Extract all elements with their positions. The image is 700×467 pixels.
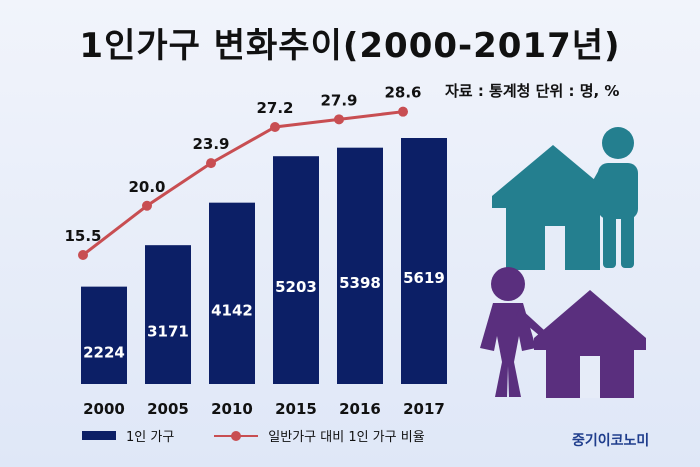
legend-item-bar: 1인 가구 — [82, 426, 174, 445]
bar-value-label: 4142 — [211, 301, 253, 319]
legend-label-line: 일반가구 대비 1인 가구 비율 — [268, 430, 425, 445]
ratio-value-label: 27.2 — [256, 99, 293, 117]
bar-value-label: 2224 — [83, 343, 125, 361]
bar-2010 — [209, 202, 255, 384]
ratio-point — [206, 158, 216, 169]
ratio-point — [334, 114, 344, 125]
source-unit-note: 자료 : 통계청 단위 : 명, % — [445, 82, 620, 100]
x-tick-label: 2017 — [403, 400, 445, 418]
x-tick-label: 2015 — [275, 400, 317, 418]
ratio-value-label: 15.5 — [64, 227, 101, 245]
brand-logo-text: 중기이코노미 — [572, 433, 650, 449]
x-tick-label: 2005 — [147, 400, 189, 418]
legend-item-line: 일반가구 대비 1인 가구 비율 — [214, 426, 425, 445]
house-icon — [534, 290, 646, 398]
legend-swatch-line — [214, 430, 259, 442]
ratio-point — [270, 122, 280, 133]
bar-2005 — [145, 245, 191, 384]
x-tick-label: 2016 — [339, 400, 381, 418]
person-icon — [582, 127, 638, 268]
legend-label-bar: 1인 가구 — [126, 430, 175, 445]
chart-title: 1인가구 변화추이(2000-2017년) — [79, 26, 621, 66]
ratio-value-label: 20.0 — [128, 178, 165, 196]
ratio-value-label: 27.9 — [320, 91, 357, 109]
bar-2016 — [337, 147, 383, 384]
bar-2000 — [81, 286, 127, 384]
bar-value-label: 5203 — [275, 278, 317, 296]
chart-legend: 1인 가구 일반가구 대비 1인 가구 비율 — [82, 426, 465, 445]
bar-value-label: 3171 — [147, 323, 189, 341]
x-tick-label: 2010 — [211, 400, 253, 418]
bar-value-label: 5398 — [339, 274, 381, 292]
bar-2017 — [401, 138, 447, 384]
woman-icon — [480, 267, 544, 397]
ratio-point — [142, 200, 152, 211]
x-tick-label: 2000 — [83, 400, 125, 418]
ratio-value-label: 23.9 — [192, 135, 229, 153]
bar-value-label: 5619 — [403, 269, 445, 287]
ratio-value-label: 28.6 — [384, 84, 421, 102]
ratio-line — [82, 110, 404, 257]
house-icon — [492, 145, 614, 270]
ratio-point — [398, 106, 408, 117]
bar-2015 — [273, 156, 319, 384]
legend-swatch-bar — [82, 431, 116, 440]
ratio-point — [78, 250, 88, 260]
